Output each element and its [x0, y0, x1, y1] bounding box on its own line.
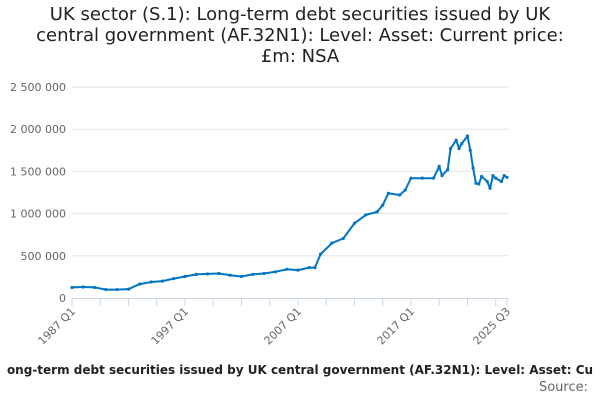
data-point [491, 174, 495, 178]
data-point [205, 272, 210, 276]
data-point [403, 188, 407, 192]
x-tick-label: 2025 Q3 [471, 305, 514, 348]
source-label: Source: [538, 380, 588, 395]
data-point [386, 191, 390, 195]
data-point [465, 134, 470, 138]
data-point [149, 280, 153, 284]
data-point [352, 221, 357, 225]
data-point [494, 176, 498, 180]
x-tick-label: 1997 Q1 [149, 305, 192, 348]
x-axis-label: ong-term debt securities issued by UK ce… [6, 363, 594, 377]
data-point [505, 175, 509, 179]
data-point [262, 271, 266, 276]
data-point [398, 193, 402, 197]
data-point [485, 179, 489, 184]
data-point [448, 147, 453, 151]
series-line [71, 135, 508, 291]
y-tick-label: 1 500 000 [10, 165, 66, 178]
data-point [471, 166, 475, 170]
data-point [454, 138, 458, 142]
data-point [479, 174, 484, 179]
data-point [183, 274, 187, 279]
data-point [330, 241, 334, 245]
data-point [318, 252, 323, 256]
data-point [273, 270, 277, 274]
x-tick-label: 2007 Q1 [262, 305, 305, 348]
y-tick-label: 500 000 [21, 250, 67, 263]
data-point [313, 266, 317, 270]
chart-title: UK sector (S.1): Long-term debt securiti… [36, 4, 564, 67]
y-tick-label: 2 000 000 [10, 123, 66, 136]
data-point [172, 276, 176, 281]
data-point [488, 186, 492, 190]
data-point [381, 203, 385, 207]
data-point [375, 210, 379, 214]
data-point [70, 285, 74, 290]
x-tick-label: 1987 Q1 [36, 305, 79, 348]
data-point [437, 164, 441, 168]
data-point [420, 176, 424, 180]
data-point [468, 148, 472, 152]
data-point [239, 274, 244, 279]
data-point [364, 213, 368, 217]
data-point [440, 174, 444, 178]
x-tick-label: 2017 Q1 [375, 305, 418, 348]
data-point [285, 267, 289, 271]
data-point [431, 176, 436, 180]
data-point [104, 287, 108, 292]
data-point [138, 282, 142, 286]
data-point [126, 287, 131, 291]
data-point [502, 174, 506, 178]
data-point [81, 285, 85, 289]
data-point [228, 273, 232, 277]
y-tick-label: 0 [59, 292, 66, 305]
data-point [217, 271, 221, 276]
data-point [307, 266, 311, 270]
data-point [296, 268, 300, 272]
data-point [194, 272, 198, 276]
data-point [446, 168, 450, 172]
data-point [457, 147, 461, 151]
data-point [409, 176, 413, 180]
data-point [115, 287, 119, 292]
data-point [474, 181, 478, 185]
data-point [160, 279, 164, 283]
data-point [251, 272, 255, 276]
data-point [92, 285, 97, 290]
data-point [477, 182, 481, 186]
data-point [460, 141, 464, 146]
data-point [499, 179, 503, 184]
data-point [341, 236, 345, 241]
y-tick-label: 1 000 000 [10, 208, 66, 221]
y-tick-label: 2 500 000 [10, 81, 66, 94]
